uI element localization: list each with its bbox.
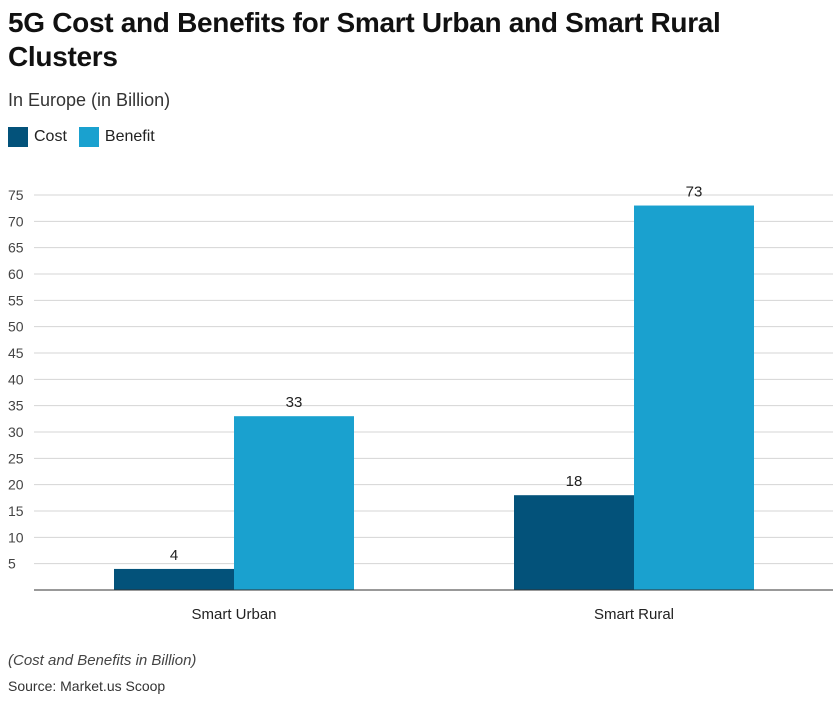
chart-source: Source: Market.us Scoop [8, 678, 166, 694]
chart-note: (Cost and Benefits in Billion) [8, 652, 197, 669]
bar-benefit [634, 205, 754, 591]
y-tick-label: 60 [8, 266, 24, 282]
y-tick-label: 35 [8, 398, 24, 414]
data-label: 4 [170, 547, 178, 564]
y-tick-label: 75 [8, 187, 24, 203]
y-tick-label: 20 [8, 477, 24, 493]
bar-benefit [234, 416, 354, 590]
bar-cost [514, 495, 634, 590]
y-tick-label: 45 [8, 345, 24, 361]
x-tick-label: Smart Urban [191, 606, 276, 623]
legend-swatch-cost [8, 127, 28, 147]
chart-subtitle: In Europe (in Billion) [8, 90, 171, 110]
x-tick-label: Smart Rural [594, 606, 674, 623]
y-tick-label: 50 [8, 319, 24, 335]
y-tick-label: 5 [8, 556, 16, 572]
legend-item-benefit: Benefit [78, 127, 155, 147]
legend-label-cost: Cost [34, 128, 67, 145]
data-label: 73 [686, 184, 703, 201]
y-tick-label: 55 [8, 292, 24, 308]
data-label: 18 [566, 473, 583, 490]
chart-title: 5G Cost and Benefits for Smart Urban and… [8, 7, 721, 72]
data-label: 33 [286, 394, 303, 411]
legend-item-cost: Cost [8, 127, 67, 147]
y-tick-label: 15 [8, 503, 24, 519]
y-tick-label: 65 [8, 240, 24, 256]
y-tick-label: 10 [8, 529, 24, 545]
y-tick-label: 40 [8, 371, 24, 387]
bar-cost [114, 568, 234, 590]
y-tick-label: 70 [8, 213, 24, 229]
y-tick-label: 25 [8, 450, 24, 466]
legend: Cost Benefit [8, 127, 167, 147]
y-tick-label: 30 [8, 424, 24, 440]
legend-swatch-benefit [78, 127, 99, 147]
legend-label-benefit: Benefit [104, 128, 155, 145]
